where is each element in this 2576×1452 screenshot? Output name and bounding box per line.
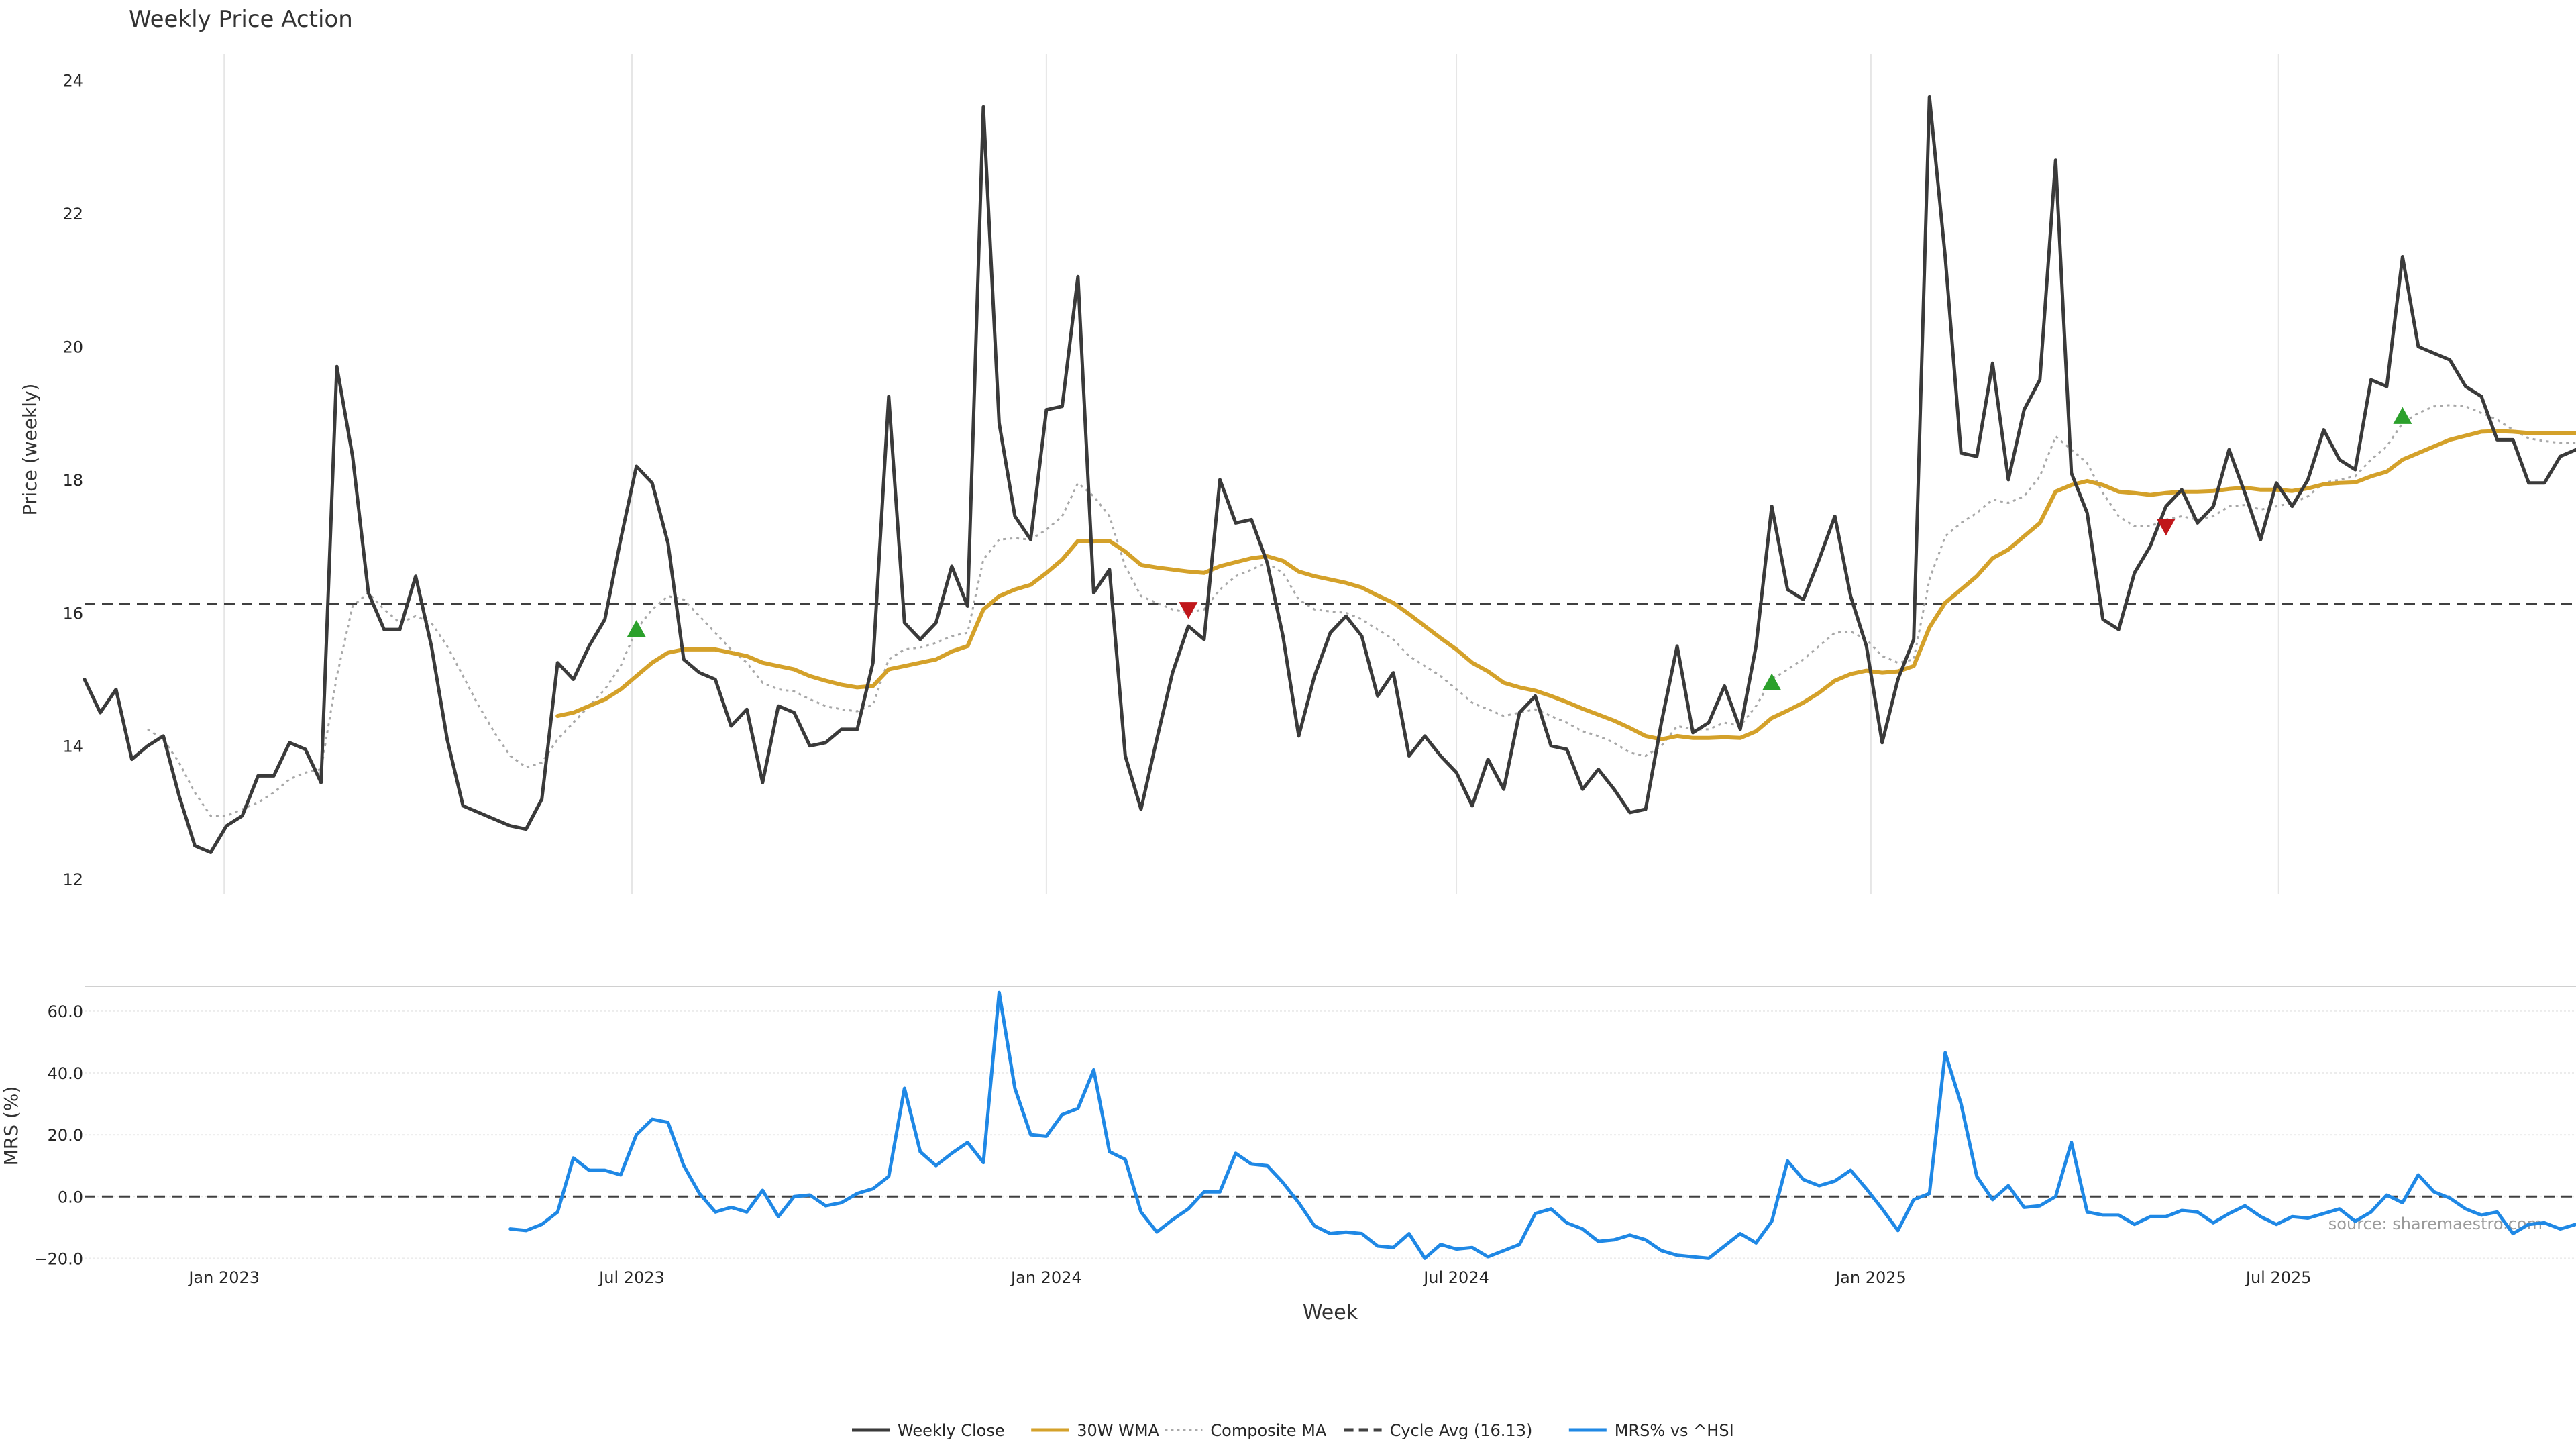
legend-label-cycle-avg-16-13: Cycle Avg (16.13) bbox=[1390, 1421, 1533, 1440]
x-tick-label: Jan 2024 bbox=[1010, 1268, 1082, 1287]
price-y-tick-label: 12 bbox=[62, 870, 83, 889]
chart-title: Weekly Price Action bbox=[129, 6, 353, 33]
sell-signal-marker bbox=[2156, 519, 2176, 536]
composite-ma-line bbox=[147, 404, 2576, 817]
axis-ticks: Jan 2023 Jul 2023 Jan 2024 Jul 2024 Jan 2025… bbox=[34, 72, 2311, 1287]
price-y-axis-label: Price (weekly) bbox=[19, 384, 41, 516]
price-y-tick-label: 16 bbox=[62, 604, 83, 623]
30w-wma-line bbox=[555, 429, 2576, 741]
x-tick-label: Jul 2025 bbox=[2245, 1268, 2312, 1287]
x-axis-label: Week bbox=[1303, 1301, 1358, 1325]
mrs-y-tick-label: 40.0 bbox=[48, 1064, 83, 1083]
mrs-y-tick-label: 0.0 bbox=[58, 1188, 83, 1206]
mrs-y-tick-label: −20.0 bbox=[34, 1249, 83, 1268]
legend-label-mrs-vs-hsi: MRS% vs ^HSI bbox=[1615, 1421, 1734, 1440]
buy-signal-marker bbox=[627, 620, 646, 637]
legend-label-weekly-close: Weekly Close bbox=[898, 1421, 1005, 1440]
price-y-tick-label: 20 bbox=[62, 338, 83, 356]
price-y-tick-label: 24 bbox=[62, 72, 83, 91]
mrs-y-axis-label: MRS (%) bbox=[0, 1086, 22, 1166]
x-tick-label: Jan 2023 bbox=[187, 1268, 260, 1287]
sell-signal-marker bbox=[1179, 602, 1198, 619]
weekly-close-line bbox=[83, 95, 2576, 854]
price-y-tick-label: 22 bbox=[62, 205, 83, 223]
reference-lines bbox=[85, 603, 2576, 1198]
signal-markers bbox=[627, 407, 2412, 690]
mrs-y-tick-label: 60.0 bbox=[48, 1002, 83, 1021]
series-layer bbox=[83, 95, 2576, 1260]
price-y-tick-label: 14 bbox=[62, 737, 83, 756]
x-tick-label: Jul 2024 bbox=[1422, 1268, 1489, 1287]
mrs-vs-hsi-line bbox=[508, 990, 2576, 1260]
legend-label-30w-wma: 30W WMA bbox=[1077, 1421, 1159, 1440]
x-tick-label: Jul 2023 bbox=[598, 1268, 665, 1287]
buy-signal-marker bbox=[1762, 673, 1782, 690]
legend: Weekly Close 30W WMA Composite MA Cycle Avg… bbox=[852, 1421, 1734, 1440]
x-tick-label: Jan 2025 bbox=[1834, 1268, 1907, 1287]
mrs-y-tick-label: 20.0 bbox=[48, 1126, 83, 1145]
buy-signal-marker bbox=[2393, 407, 2412, 424]
legend-label-composite-ma: Composite MA bbox=[1210, 1421, 1326, 1440]
grid-layer bbox=[85, 54, 2576, 1259]
price-y-tick-label: 18 bbox=[62, 471, 83, 490]
